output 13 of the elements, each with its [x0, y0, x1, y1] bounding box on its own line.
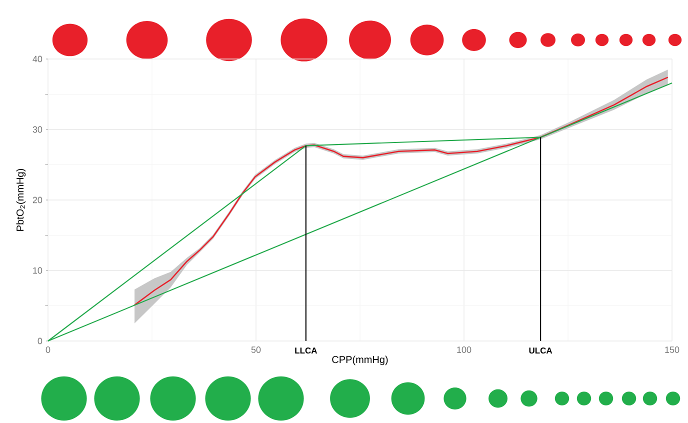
x-tick-label: 50: [251, 346, 261, 353]
annotation: LLCA: [295, 348, 318, 354]
y-axis-title: PbtO$_{2}$(mmHg): [16, 168, 26, 231]
y-tick-label: 0: [38, 338, 42, 344]
x-axis-title: CPP(mmHg): [332, 356, 388, 366]
x-tick-label: 150: [665, 346, 680, 353]
y-tick-label: 30: [32, 126, 42, 133]
x-tick-label: 100: [457, 346, 472, 353]
x-tick-label: 0: [46, 346, 50, 353]
y-tick-label: 10: [33, 267, 42, 274]
annotation: ULCA: [529, 348, 552, 354]
y-tick-label: 40: [32, 56, 42, 62]
y-tick-label: 20: [32, 196, 42, 204]
